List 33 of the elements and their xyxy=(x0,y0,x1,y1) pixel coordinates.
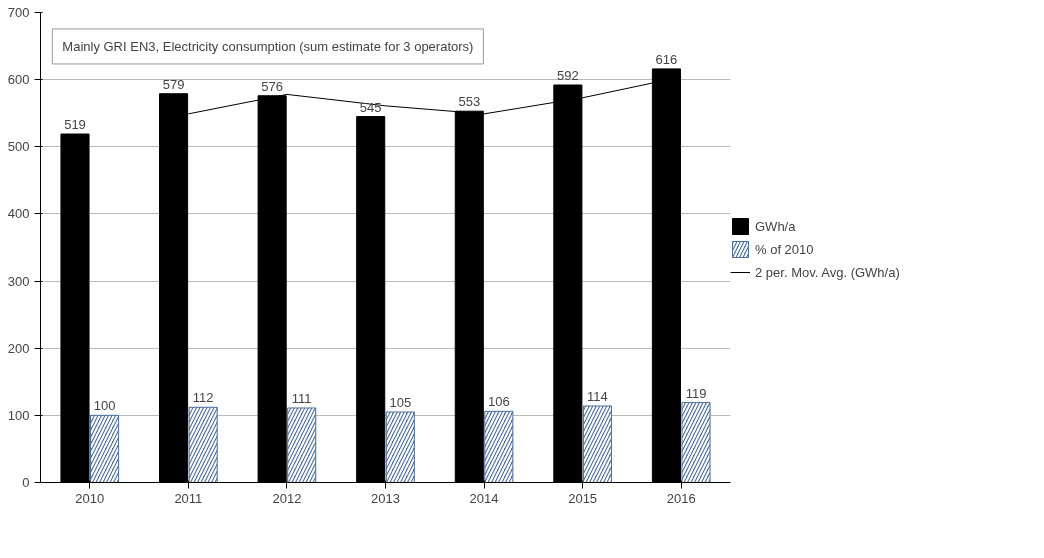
x-tick-label: 2015 xyxy=(568,490,598,506)
legend-label: GWh/a xyxy=(755,218,796,234)
data-label: 616 xyxy=(655,51,678,67)
x-tick-label: 2014 xyxy=(469,490,499,506)
data-label: 576 xyxy=(261,78,283,94)
y-tick-label: 0 xyxy=(22,475,30,490)
x-tick-label: 2012 xyxy=(272,490,302,506)
data-label: 579 xyxy=(162,76,185,92)
y-tick-label: 100 xyxy=(7,407,30,423)
y-tick-label: 200 xyxy=(7,340,30,356)
y-tick-label: 500 xyxy=(7,139,30,155)
legend-label: % of 2010 xyxy=(755,241,814,257)
data-label: 119 xyxy=(685,385,707,401)
data-label: 519 xyxy=(64,117,86,133)
y-tick-label: 700 xyxy=(7,5,30,20)
data-label: 114 xyxy=(587,388,608,404)
y-tick-label: 600 xyxy=(7,72,30,88)
text: Mainly GRI EN3, Electricity consumption (sum estimate for 3 operators) xyxy=(62,38,474,54)
x-tick-label: 2013 xyxy=(371,490,400,506)
x-tick-label: 2016 xyxy=(666,490,696,506)
data-label: 592 xyxy=(557,68,579,84)
data-label: 112 xyxy=(192,390,214,406)
data-label: 105 xyxy=(389,395,412,410)
legend-label: 2 per. Mov. Avg. (GWh/a) xyxy=(755,264,900,280)
data-label: 545 xyxy=(359,99,382,115)
y-tick-label: 300 xyxy=(7,273,30,289)
x-tick-label: 2010 xyxy=(75,490,105,506)
data-label: 553 xyxy=(458,94,481,110)
data-label: 100 xyxy=(93,398,116,414)
data-label: 106 xyxy=(488,394,510,410)
y-tick-label: 400 xyxy=(7,206,30,222)
x-tick-label: 2011 xyxy=(174,490,203,506)
data-label: 111 xyxy=(291,390,312,406)
